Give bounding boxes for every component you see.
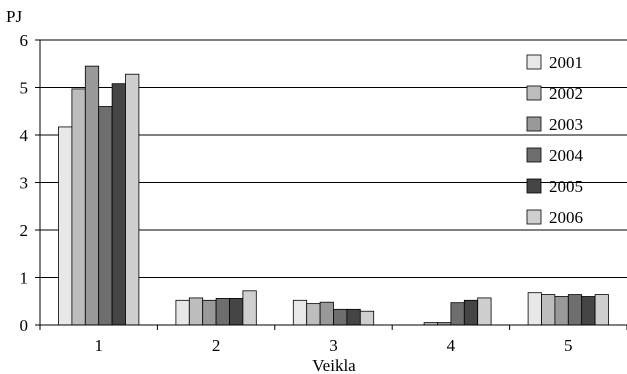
y-tick-label: 1 (20, 269, 29, 288)
legend-swatch-2002 (526, 85, 542, 101)
legend-label-2004: 2004 (549, 146, 584, 165)
bar-2006-1 (125, 73, 140, 326)
bars (58, 65, 609, 326)
bar-2003-3 (319, 301, 334, 326)
bar-2003-2 (202, 299, 217, 326)
legend-label-2005: 2005 (549, 177, 583, 196)
y-tick-label: 5 (20, 79, 29, 98)
bar-2004-3 (333, 308, 348, 326)
y-tick-label: 0 (20, 316, 29, 335)
legend-swatch-2006 (526, 209, 542, 225)
bar-2006-2 (242, 290, 257, 326)
legend-label-2003: 2003 (549, 115, 583, 134)
bar-2001-1 (58, 126, 73, 326)
legend-label-2006: 2006 (549, 208, 583, 227)
legend-swatch-2004 (526, 147, 542, 163)
bar-2005-5 (581, 296, 596, 326)
bar-2002-5 (541, 294, 556, 326)
bar-2004-4 (450, 302, 465, 326)
y-axis-label: PJ (6, 7, 22, 26)
legend: 2001 2002 2003 2004 2005 2006 (526, 53, 584, 227)
bar-2001-3 (292, 299, 308, 326)
bar-2002-2 (188, 297, 204, 326)
bar-2004-5 (567, 294, 583, 326)
legend-swatch-2001 (526, 54, 542, 70)
x-axis-label: Veikla (312, 356, 356, 374)
x-axis-ticks: 1 2 3 4 5 (39, 324, 627, 355)
bar-2004-2 (215, 297, 230, 326)
y-tick-label: 4 (20, 126, 29, 145)
bar-2002-3 (306, 303, 321, 326)
bar-2003-1 (84, 65, 100, 326)
bar-2005-4 (463, 299, 479, 326)
bar-2001-2 (175, 299, 190, 326)
x-tick-label: 5 (564, 336, 573, 355)
x-tick-label: 3 (329, 336, 338, 355)
bar-2005-1 (111, 83, 126, 326)
y-tick-label: 3 (20, 174, 29, 193)
legend-label-2001: 2001 (549, 53, 583, 72)
y-tick-label: 2 (20, 221, 29, 240)
x-tick-label: 2 (212, 336, 221, 355)
y-axis-ticks: 0 1 2 3 4 5 6 (20, 31, 40, 335)
x-tick-label: 1 (94, 336, 103, 355)
legend-swatch-2003 (526, 116, 542, 132)
bar-2002-1 (71, 88, 86, 326)
bar-2001-5 (527, 292, 542, 326)
y-tick-label: 6 (20, 31, 29, 50)
legend-label-2002: 2002 (549, 84, 583, 103)
bar-2005-3 (346, 308, 361, 326)
bar-2003-5 (554, 296, 569, 326)
bar-2005-2 (229, 297, 244, 326)
bar-2006-4 (477, 297, 492, 326)
legend-swatch-2005 (526, 178, 542, 194)
x-tick-label: 4 (447, 336, 456, 355)
bar-2004-1 (98, 106, 113, 326)
bar-2006-5 (594, 294, 609, 326)
bar-2006-3 (359, 310, 375, 326)
